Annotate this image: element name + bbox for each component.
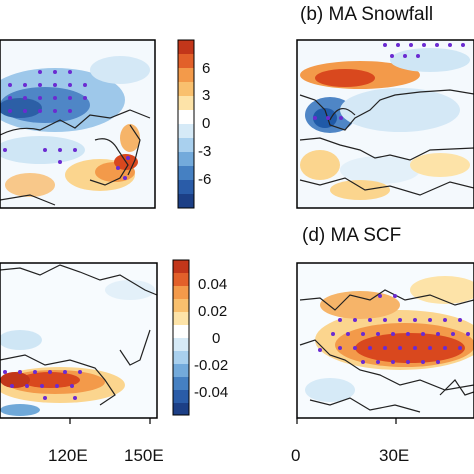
map-panel-c [0, 263, 157, 418]
colorbar-bottom-label: 0 [212, 330, 221, 347]
map-frame-a [0, 39, 156, 209]
panel-d-title: (d) MA SCF [302, 225, 402, 246]
map-panel-b [297, 40, 474, 208]
map-frame-d [296, 262, 474, 419]
colorbar-bottom [172, 259, 190, 416]
axis-ticks [69, 418, 397, 424]
stipple-dots-d [318, 294, 470, 364]
colorbar-bottom-label: 0.04 [198, 276, 228, 293]
map-panel-a [0, 40, 155, 208]
colorbar-bottom-label: -0.04 [194, 384, 229, 401]
colorbar-top [177, 39, 195, 209]
map-panel-d [297, 263, 474, 418]
colorbar-bottom-label: 0.02 [198, 303, 228, 320]
stipple-dots-a [3, 70, 130, 180]
colorbar-bottom-label: -0.02 [194, 357, 229, 374]
colorbar-top-label: -3 [198, 143, 212, 160]
x-tick-label: 0 [291, 446, 301, 465]
x-tick-label: 150E [124, 446, 164, 465]
x-tick-label: 120E [48, 446, 88, 465]
stipple-dots-b [313, 43, 465, 120]
colorbar-top-label: 0 [202, 115, 211, 132]
map-frame-b [296, 39, 474, 209]
map-frame-c [0, 262, 158, 419]
colorbar-top-label: 6 [202, 60, 211, 77]
colorbar-top-label: -6 [198, 171, 212, 188]
x-tick-label: 30E [379, 446, 410, 465]
panel-b-title: (b) MA Snowfall [300, 4, 434, 25]
colorbar-top-label: 3 [202, 87, 211, 104]
stipple-dots-c [3, 370, 82, 400]
